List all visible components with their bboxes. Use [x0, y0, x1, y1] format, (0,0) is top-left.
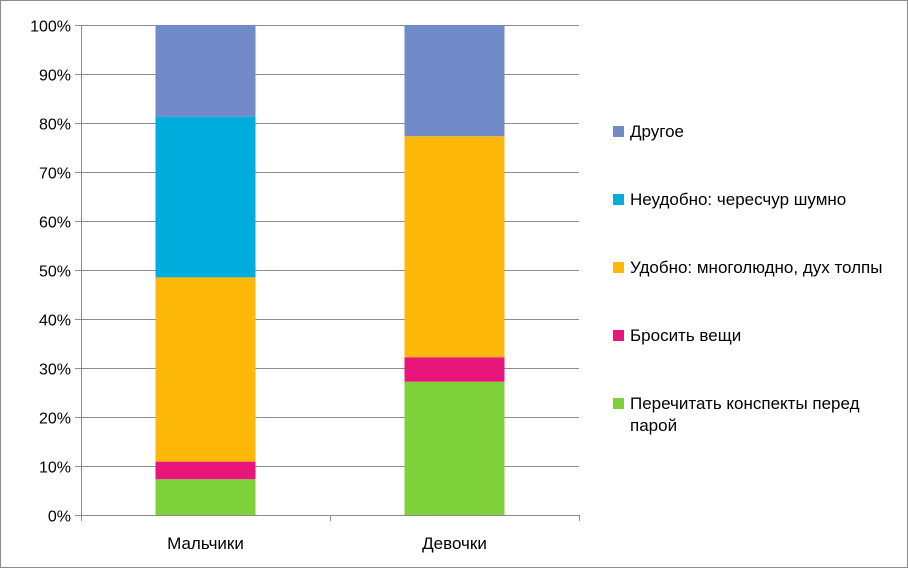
legend-swatch: [613, 330, 624, 341]
legend-label: Удобно: многолюдно, дух толпы: [630, 258, 883, 277]
legend-swatch: [613, 194, 624, 205]
bar-segment: [404, 136, 505, 358]
y-tick-label: 50%: [39, 264, 71, 281]
axes: [75, 25, 580, 521]
legend-swatch: [613, 126, 624, 137]
legend-label: Перечитать конспекты перед парой: [630, 394, 860, 435]
y-tick-label: 20%: [39, 411, 71, 428]
x-category-label: Девочки: [422, 534, 487, 553]
bar-segment: [155, 461, 256, 480]
y-tick-label: 40%: [39, 313, 71, 330]
y-tick-label: 100%: [30, 19, 71, 36]
y-tick-label: 30%: [39, 362, 71, 379]
bar-segment: [155, 479, 256, 515]
y-tick-label: 0%: [48, 509, 71, 526]
bar-segment: [155, 116, 256, 278]
bar-segment: [155, 25, 256, 117]
axis-labels: 0% 10% 20% 30% 40% 50% 60% 70% 80% 90% 100% Мальчик…: [30, 19, 487, 554]
y-tick-label: 60%: [39, 215, 71, 232]
y-tick-label: 80%: [39, 117, 71, 134]
legend-swatch: [613, 262, 624, 273]
x-category-label: Мальчики: [167, 534, 244, 553]
legend-label: Другое: [630, 122, 685, 141]
legend-label: Бросить вещи: [630, 326, 742, 345]
bar-segment: [404, 357, 505, 382]
y-tick-label: 70%: [39, 166, 71, 183]
bar-segment: [404, 25, 505, 137]
bars: [155, 25, 505, 515]
legend-swatch: [613, 398, 624, 409]
legend-label: Неудобно: чересчур шумно: [630, 190, 847, 209]
y-tick-label: 90%: [39, 68, 71, 85]
y-tick-label: 10%: [39, 460, 71, 477]
bar-segment: [155, 277, 256, 462]
bar-segment: [404, 381, 505, 515]
